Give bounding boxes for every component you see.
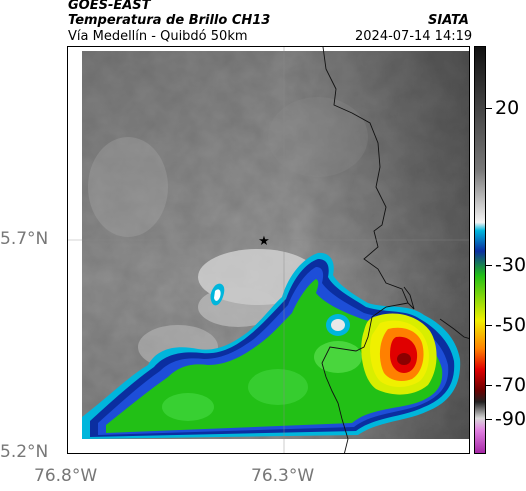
political-borders xyxy=(321,47,469,453)
colorbar-label: 20 xyxy=(495,97,520,119)
colorbar-tick xyxy=(486,265,492,266)
region-label: Vía Medellín - Quibdó 50km xyxy=(68,29,248,44)
datetime-label: 2024-07-14 14:19 xyxy=(355,29,473,44)
map-title: Temperatura de Brillo CH13 xyxy=(68,13,271,28)
agency-label: SIATA xyxy=(428,13,469,28)
lon-label: 76.3°W xyxy=(251,466,315,486)
lat-label: 5.7°N xyxy=(0,229,49,249)
star-icon: ★ xyxy=(258,234,270,249)
colorbar-tick xyxy=(486,108,492,109)
colorbar-tick xyxy=(486,385,492,386)
colorbar-tick xyxy=(486,325,492,326)
colorbar-label: -50 xyxy=(495,314,526,336)
brightness-temperature-map: ★ xyxy=(68,47,469,453)
cloud-background xyxy=(82,51,469,439)
colorbar xyxy=(474,46,486,454)
lon-label: 76.8°W xyxy=(34,466,98,486)
colorbar-label: -70 xyxy=(495,374,526,396)
small-cell xyxy=(210,283,225,306)
map-panel: ★ xyxy=(67,46,470,454)
graticule xyxy=(68,47,469,453)
colorbar-label: -90 xyxy=(495,408,526,430)
product-label: GOES-EAST xyxy=(68,0,151,13)
lat-label: 5.2°N xyxy=(0,442,49,462)
colorbar-tick xyxy=(486,419,492,420)
colorbar-label: -30 xyxy=(495,254,526,276)
convective-system xyxy=(82,252,461,439)
